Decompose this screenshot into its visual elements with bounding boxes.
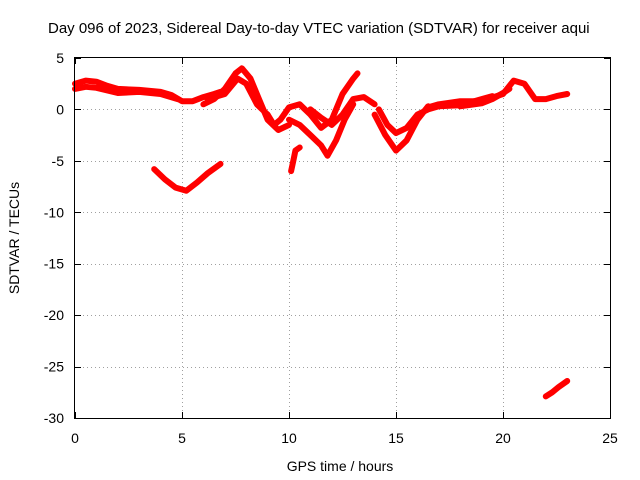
x-tick-labels: 0 5 10 15 20 25	[71, 430, 618, 446]
y-tick-label: -5	[52, 153, 65, 169]
y-tick-labels: 5 0 -5 -10 -15 -20 -25 -30	[44, 50, 64, 426]
series-track-8	[371, 103, 432, 154]
series-track-5	[264, 70, 361, 131]
series-track-10	[425, 77, 571, 111]
y-tick-label: -30	[44, 410, 64, 426]
series-track-2	[72, 83, 181, 103]
x-tick-label: 25	[602, 430, 618, 446]
series-track-13	[288, 144, 303, 175]
chart-title: Day 096 of 2023, Sidereal Day-to-day VTE…	[48, 20, 590, 37]
y-tick-label: -15	[44, 256, 64, 272]
series-track-4	[204, 75, 271, 118]
x-axis-label: GPS time / hours	[287, 458, 394, 474]
ticks	[75, 58, 611, 419]
plot-frame	[74, 57, 611, 419]
y-axis-label: SDTVAR / TECUs	[6, 182, 22, 294]
x-tick-label: 0	[71, 430, 79, 446]
series-track-14	[542, 378, 571, 400]
y-tick-label: 0	[56, 101, 64, 117]
series-track-7	[307, 94, 378, 128]
x-tick-label: 15	[388, 430, 404, 446]
series-track-11	[457, 85, 513, 110]
data-layer	[72, 65, 571, 400]
y-tick-label: 5	[56, 50, 64, 66]
series-track-12	[151, 160, 224, 194]
y-tick-label: -20	[44, 307, 64, 323]
x-tick-label: 20	[495, 430, 511, 446]
x-tick-label: 10	[281, 430, 297, 446]
y-tick-label: -10	[44, 204, 64, 220]
series-track-6	[286, 101, 357, 159]
x-tick-label: 5	[178, 430, 186, 446]
y-tick-label: -25	[44, 359, 64, 375]
